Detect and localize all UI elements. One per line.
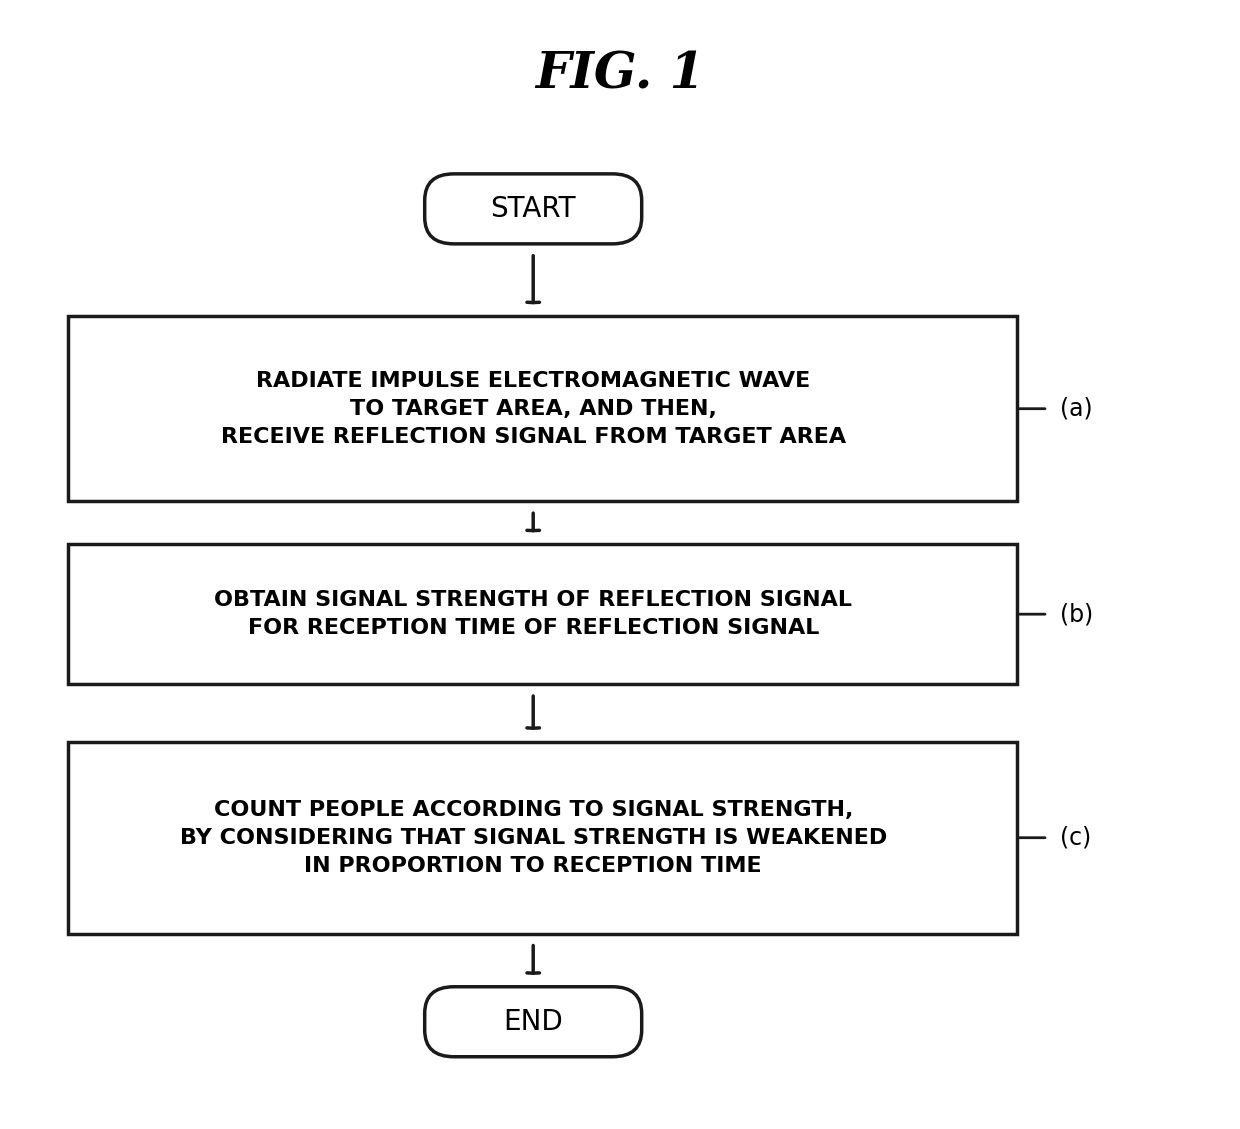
Text: (c): (c) bbox=[1060, 825, 1091, 850]
FancyBboxPatch shape bbox=[424, 174, 642, 244]
FancyBboxPatch shape bbox=[68, 742, 1017, 934]
Text: COUNT PEOPLE ACCORDING TO SIGNAL STRENGTH,
BY CONSIDERING THAT SIGNAL STRENGTH I: COUNT PEOPLE ACCORDING TO SIGNAL STRENGT… bbox=[180, 799, 887, 876]
Text: OBTAIN SIGNAL STRENGTH OF REFLECTION SIGNAL
FOR RECEPTION TIME OF REFLECTION SIG: OBTAIN SIGNAL STRENGTH OF REFLECTION SIG… bbox=[215, 590, 852, 638]
Text: RADIATE IMPULSE ELECTROMAGNETIC WAVE
TO TARGET AREA, AND THEN,
RECEIVE REFLECTIO: RADIATE IMPULSE ELECTROMAGNETIC WAVE TO … bbox=[221, 370, 846, 447]
Text: FIG. 1: FIG. 1 bbox=[536, 51, 704, 99]
FancyBboxPatch shape bbox=[68, 316, 1017, 501]
Text: END: END bbox=[503, 1008, 563, 1035]
Text: START: START bbox=[491, 195, 575, 222]
FancyBboxPatch shape bbox=[68, 544, 1017, 684]
Text: (a): (a) bbox=[1060, 396, 1092, 421]
FancyBboxPatch shape bbox=[424, 987, 642, 1057]
Text: (b): (b) bbox=[1060, 602, 1094, 627]
